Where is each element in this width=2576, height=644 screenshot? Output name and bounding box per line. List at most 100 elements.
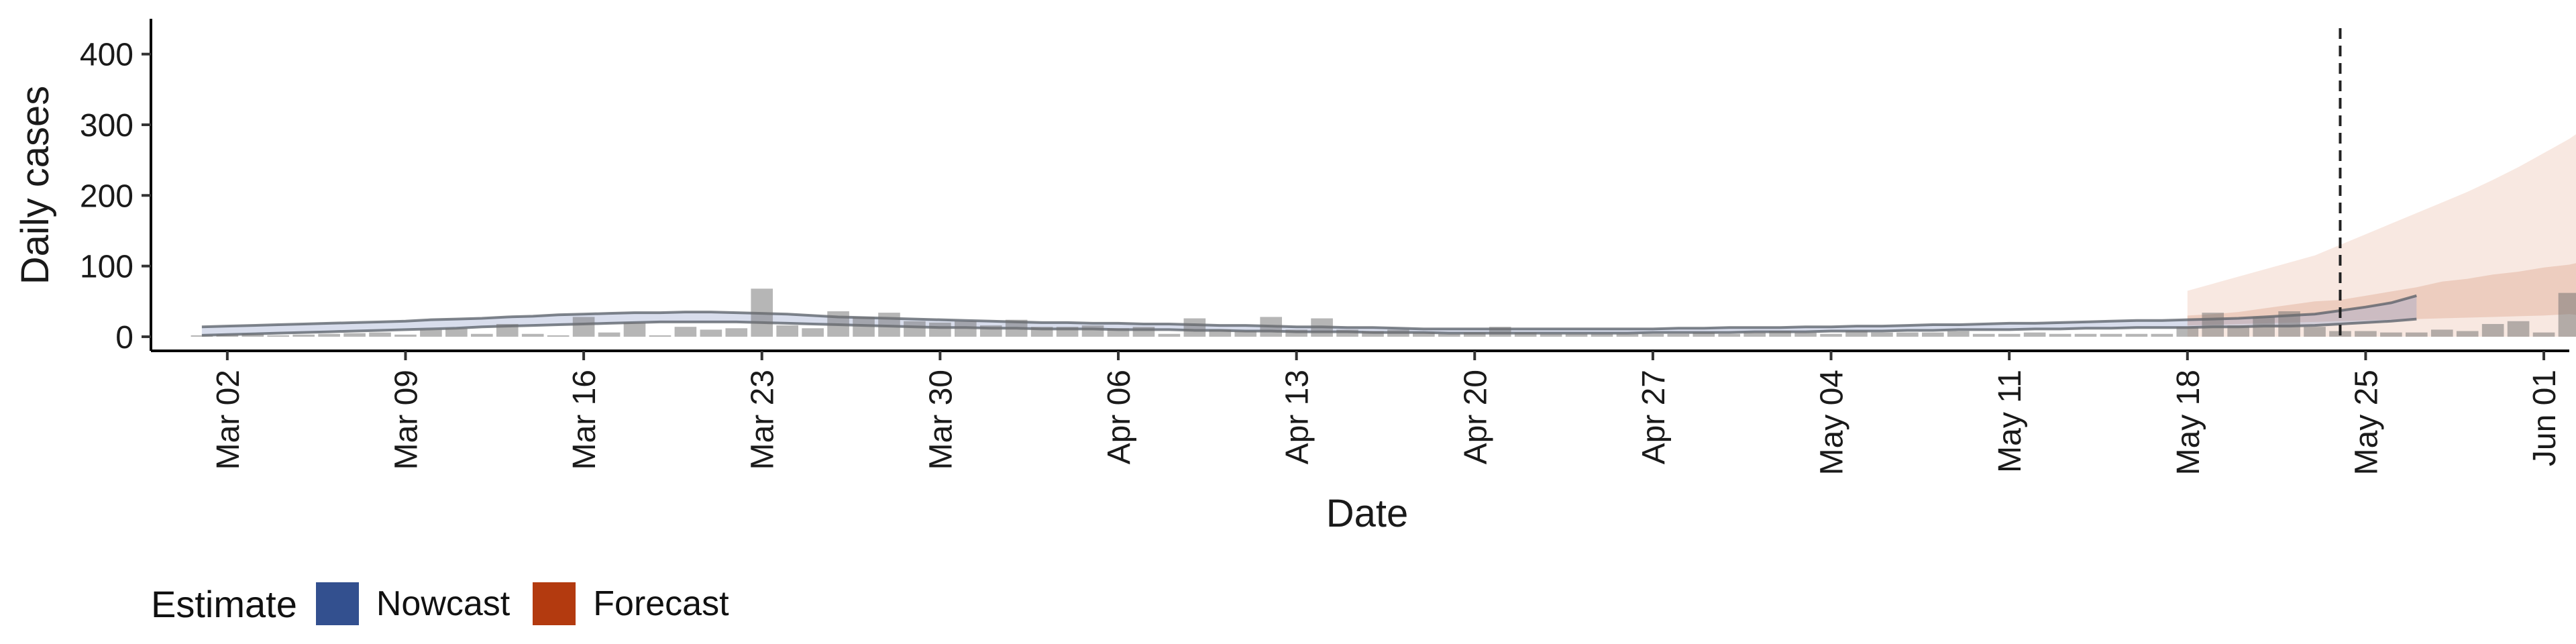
case-bar	[2023, 332, 2046, 337]
case-bar	[2355, 331, 2377, 337]
case-bar	[369, 332, 391, 337]
x-tick-label: Apr 06	[1102, 370, 1137, 464]
case-bar	[292, 334, 315, 337]
x-tick-label: Mar 30	[923, 370, 959, 470]
case-bar	[318, 333, 340, 337]
case-bar	[1030, 327, 1053, 337]
case-bar	[521, 333, 544, 337]
legend-title: Estimate	[151, 582, 297, 625]
case-bar	[2100, 333, 2123, 337]
y-tick-label: 400	[80, 38, 133, 73]
case-bar	[572, 317, 595, 337]
case-bar	[2074, 333, 2097, 337]
x-tick-label: Mar 02	[211, 370, 246, 470]
case-bar	[1081, 325, 1104, 337]
x-tick-label: May 18	[2171, 370, 2206, 475]
plot-area	[191, 28, 2576, 338]
case-bar	[1667, 333, 1690, 337]
x-tick-label: Mar 09	[388, 370, 424, 470]
case-bar	[1616, 333, 1639, 337]
case-bar	[343, 333, 366, 337]
case-bar	[267, 335, 290, 337]
x-axis-label: Date	[1326, 492, 1409, 535]
case-bar	[929, 322, 951, 337]
case-bar	[802, 328, 824, 337]
case-bar	[1947, 331, 1970, 337]
y-axis-label: Daily cases	[13, 86, 57, 285]
x-tick-label: Jun 01	[2527, 370, 2563, 466]
case-bar	[1056, 327, 1079, 337]
case-bar	[1336, 329, 1358, 337]
case-bar	[1718, 333, 1741, 337]
case-bar	[1209, 329, 1232, 337]
case-bar	[1769, 331, 1791, 337]
case-bar	[2176, 327, 2199, 337]
case-bar	[2253, 317, 2275, 337]
y-tick-label: 200	[80, 178, 133, 214]
case-bar	[1489, 327, 1511, 337]
case-bar	[1362, 331, 1384, 337]
case-bar	[1972, 333, 1995, 337]
x-tick-label: May 25	[2349, 370, 2384, 475]
case-bar	[904, 321, 926, 337]
case-bar	[2380, 332, 2402, 337]
legend-key-forecast	[533, 582, 576, 625]
case-bar	[1921, 332, 1944, 337]
case-bar	[1693, 332, 1715, 337]
case-bar	[2507, 321, 2530, 337]
case-bar	[1311, 318, 1333, 337]
case-bar	[1107, 328, 1130, 337]
case-bar	[2202, 313, 2224, 337]
case-bar	[2125, 333, 2148, 337]
legend-item-forecast: Forecast	[533, 582, 729, 625]
legend-key-nowcast	[315, 582, 359, 625]
case-bar	[954, 321, 977, 337]
case-bar	[241, 333, 264, 337]
x-tick-label: Mar 23	[745, 370, 781, 470]
legend-item-nowcast: Nowcast	[315, 582, 511, 625]
case-bar	[725, 328, 748, 337]
y-tick-label: 0	[115, 320, 133, 356]
nowcast-upper-line	[201, 294, 2417, 331]
case-bar	[1591, 333, 1613, 337]
case-bar	[1896, 332, 1919, 337]
case-bar	[547, 335, 570, 337]
case-bar	[1260, 317, 1283, 337]
case-bar	[2151, 333, 2174, 337]
case-bar	[979, 325, 1002, 337]
case-bar	[394, 334, 417, 337]
case-bar	[2049, 333, 2072, 337]
case-bar	[2405, 332, 2428, 337]
nowcast-lower-line	[201, 317, 2417, 337]
case-bar	[2481, 323, 2504, 337]
case-bar	[496, 323, 519, 337]
case-bar	[1463, 332, 1486, 337]
case-bar	[191, 335, 213, 337]
x-tick-label: May 04	[1815, 370, 1850, 475]
legend-label-nowcast: Nowcast	[376, 584, 511, 623]
case-bar	[878, 313, 900, 337]
x-tick-label: Apr 27	[1636, 370, 1672, 464]
case-bar	[1998, 333, 2021, 337]
case-bar	[1005, 319, 1028, 337]
case-bar	[1565, 333, 1588, 337]
case-bar	[216, 334, 239, 337]
case-bar	[2532, 332, 2555, 337]
case-bar	[623, 322, 646, 337]
case-bar	[2227, 325, 2250, 337]
case-bar	[700, 329, 722, 337]
x-tick-label: Apr 20	[1458, 370, 1493, 464]
case-bar	[1845, 331, 1868, 337]
case-bar	[2430, 329, 2453, 337]
case-bar	[649, 335, 672, 337]
case-bar	[1132, 327, 1155, 337]
case-bar	[1387, 329, 1409, 337]
case-bar	[827, 311, 849, 337]
case-bar	[1514, 332, 1537, 337]
case-bar	[2278, 311, 2300, 337]
case-bar	[1642, 333, 1664, 337]
case-bar	[1183, 318, 1206, 337]
case-bar	[1234, 331, 1257, 337]
case-bar	[2456, 331, 2479, 337]
